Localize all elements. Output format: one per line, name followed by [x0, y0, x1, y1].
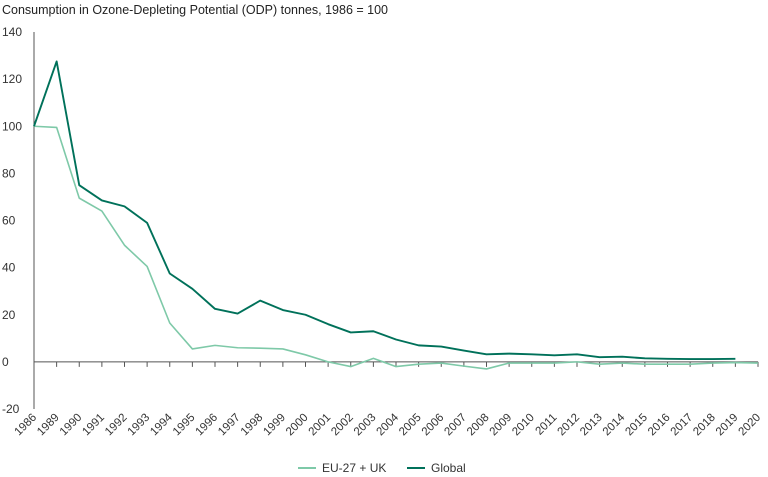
y-tick-label: 120 — [2, 72, 22, 86]
chart-title: Consumption in Ozone-Depleting Potential… — [2, 3, 388, 17]
legend: EU-27 + UK Global — [298, 461, 466, 475]
y-tick-label: 140 — [2, 25, 22, 39]
x-tick-label: 2009 — [488, 412, 515, 439]
y-tick-label: -20 — [2, 402, 20, 416]
series-line-global — [33, 60, 736, 360]
x-tick-label: 2002 — [329, 412, 356, 439]
x-tick-label: 2006 — [420, 412, 447, 439]
x-tick-label: 2020 — [737, 412, 764, 439]
x-tick-label: 2007 — [442, 412, 469, 439]
x-tick-label: 1994 — [148, 411, 175, 438]
y-tick-label: 40 — [2, 261, 16, 275]
x-tick-label: 2014 — [601, 411, 628, 438]
x-tick-label: 2005 — [397, 412, 424, 439]
legend-label: EU-27 + UK — [322, 461, 386, 475]
x-tick-label: 1995 — [171, 412, 198, 439]
x-tick-label: 1991 — [80, 412, 107, 439]
x-tick-label: 2008 — [465, 412, 492, 439]
x-tick-label: 1989 — [35, 412, 62, 439]
x-tick-label: 2011 — [534, 412, 560, 438]
x-tick-label: 2004 — [375, 411, 402, 438]
series-line-eu27-uk — [33, 125, 759, 370]
x-tick-label: 2012 — [556, 412, 583, 439]
y-axis-ticks: -20 0 20 40 60 80 100 120 140 — [2, 25, 22, 416]
legend-label: Global — [431, 461, 466, 475]
x-tick-label: 1993 — [126, 412, 153, 439]
x-tick-label: 2013 — [578, 412, 605, 439]
x-tick-label: 2019 — [714, 412, 741, 439]
x-tick-label: 1998 — [239, 412, 266, 439]
x-tick-label: 2016 — [646, 412, 673, 439]
x-tick-label: 1997 — [216, 412, 243, 439]
y-tick-label: 60 — [2, 214, 16, 228]
x-tick-label: 2017 — [669, 412, 696, 439]
y-tick-label: 100 — [2, 119, 22, 133]
x-axis: 1986198919901991199219931994199519961997… — [13, 32, 764, 439]
x-tick-label: 1996 — [194, 412, 221, 439]
x-tick-label: 2018 — [691, 412, 718, 439]
y-tick-label: 0 — [2, 355, 9, 369]
x-tick-label: 1992 — [103, 412, 130, 439]
y-tick-label: 20 — [2, 308, 16, 322]
x-tick-label: 1999 — [261, 412, 288, 439]
x-tick-label: 2015 — [623, 412, 650, 439]
y-tick-label: 80 — [2, 166, 16, 180]
x-tick-label: 1990 — [58, 412, 85, 439]
x-tick-label: 2000 — [284, 412, 311, 439]
series-lines — [33, 60, 759, 370]
x-tick-label: 2001 — [307, 412, 334, 439]
x-tick-label: 2003 — [352, 412, 379, 439]
x-tick-label: 2010 — [510, 412, 537, 439]
